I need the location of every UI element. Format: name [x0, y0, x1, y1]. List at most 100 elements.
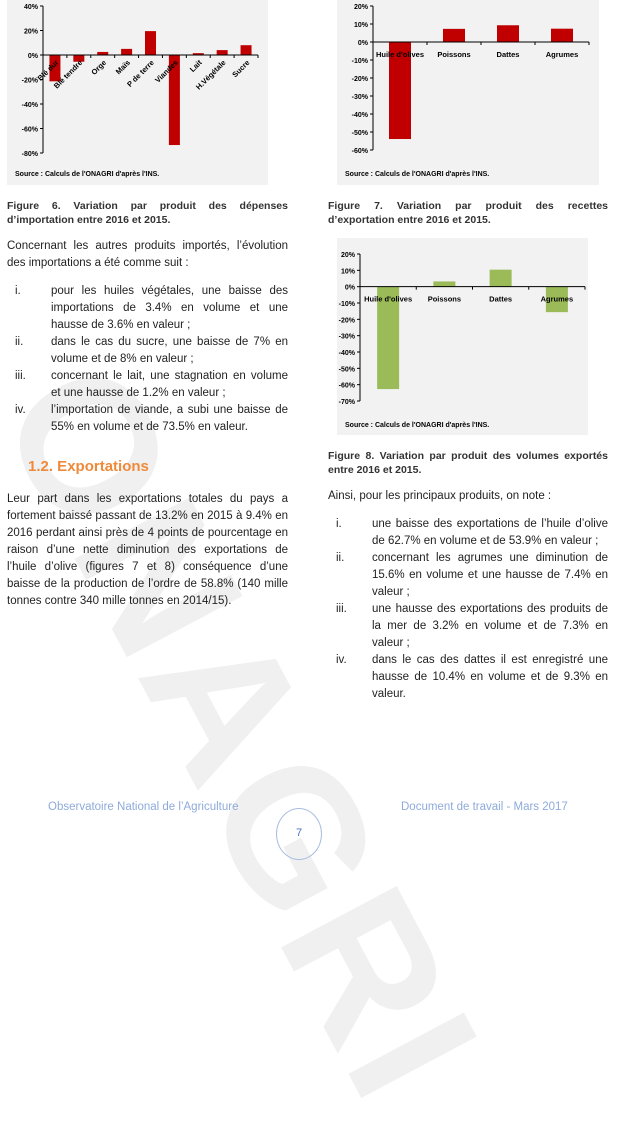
y-tick-label: -70%: [339, 399, 356, 406]
bar-Huile d'olives: [377, 286, 400, 390]
list-text: concernant les agrumes une diminution de…: [372, 552, 608, 598]
y-tick-label: -80%: [22, 151, 39, 158]
bar-Poissons: [443, 28, 465, 42]
bar-Lait: [192, 53, 204, 55]
list-text: pour les huiles végétales, une baisse de…: [51, 285, 288, 331]
bar-Viandes: [168, 55, 180, 146]
list-number: iii.: [15, 370, 26, 382]
list-number: i.: [15, 285, 21, 297]
x-tick-label: Orge: [89, 58, 108, 77]
list-text: une hausse des exportations des produits…: [372, 603, 608, 649]
bar-Poissons: [433, 281, 456, 287]
list-number: iv.: [15, 404, 26, 416]
figure-8-chart: 20% 10% 0% -10% -20% -30% -40% -50% -60% -70% Huil…: [337, 238, 588, 435]
figure-7-svg: 20% 10% 0% -10% -20% -30% -40% -50% -60% Huile d'…: [345, 4, 590, 178]
bar-H.Végétale: [216, 50, 228, 55]
y-tick-label: -50%: [339, 366, 356, 373]
chart-source: Source : Calculs de l'ONAGRI d'après l'I…: [15, 171, 159, 178]
list-item: iv. l’importation de viande, a subi une b…: [7, 402, 288, 436]
list-item: ii. dans le cas du sucre, une baisse de 7…: [7, 334, 288, 368]
chart-source: Source : Calculs de l'ONAGRI d'après l'I…: [345, 171, 489, 178]
y-tick-label: -10%: [352, 58, 369, 65]
figure-8-svg: 20% 10% 0% -10% -20% -30% -40% -50% -60% -70% Huil…: [339, 252, 586, 429]
bar-Agrumes: [545, 286, 568, 313]
list-number: iii.: [336, 603, 347, 615]
list-item: ii. concernant les agrumes une diminution…: [328, 550, 608, 601]
y-tick-label: -60%: [22, 127, 39, 134]
list-text: concernant le lait, une stagnation en vo…: [51, 370, 288, 399]
bar-Blé dur: [49, 55, 61, 82]
y-tick-label: -60%: [339, 383, 356, 390]
bar-Dattes: [497, 25, 519, 42]
list-item: i. une baisse des exportations de l’huile…: [328, 516, 608, 550]
y-tick-label: -30%: [339, 334, 356, 341]
x-tick-label: Agrumes: [541, 295, 574, 304]
bar-Dattes: [489, 269, 512, 287]
y-tick-label: 40%: [24, 4, 39, 11]
list-item: iii. une hausse des exportations des prod…: [328, 601, 608, 652]
page-number-badge: 7: [276, 808, 322, 860]
x-tick-label: Dattes: [497, 50, 520, 59]
figure-7-caption: Figure 7. Variation par produit des rece…: [328, 200, 608, 226]
x-tick-label: Dattes: [489, 295, 512, 304]
caption-line: Figure 6. Variation par produit des dépe…: [7, 200, 288, 212]
y-tick-label: -20%: [339, 317, 356, 324]
imports-intro: Concernant les autres produits importés,…: [7, 240, 288, 269]
list-number: i.: [336, 518, 342, 530]
list-number: ii.: [336, 552, 345, 564]
list-text: l’importation de viande, a subi une bais…: [51, 404, 288, 433]
chart-source: Source : Calculs de l'ONAGRI d'après l'I…: [345, 422, 489, 429]
x-tick-label: Huile d'olives: [376, 50, 424, 59]
y-tick-label: -40%: [352, 112, 369, 119]
x-tick-label: Agrumes: [546, 50, 579, 59]
list-number: ii.: [15, 336, 24, 348]
y-tick-label: 0%: [358, 40, 369, 47]
y-tick-label: 20%: [354, 4, 369, 11]
y-tick-label: -20%: [352, 76, 369, 83]
x-tick-label: Lait: [188, 58, 204, 74]
y-tick-label: -50%: [352, 130, 369, 137]
section-heading: 1.2. Exportations: [28, 458, 149, 475]
exports-list: i. une baisse des exportations de l’huile…: [328, 516, 608, 703]
y-tick-label: -60%: [352, 148, 369, 155]
x-tick-label: Poissons: [428, 295, 461, 304]
list-item: iv. dans le cas des dattes il est enregis…: [328, 652, 608, 703]
bar-Orge: [97, 51, 109, 55]
y-tick-label: -40%: [22, 102, 39, 109]
y-tick-label: -10%: [339, 301, 356, 308]
y-tick-label: -40%: [339, 350, 356, 357]
list-item: iii. concernant le lait, une stagnation e…: [7, 368, 288, 402]
y-tick-label: 0%: [345, 285, 356, 292]
y-tick-label: 10%: [354, 22, 369, 29]
bar-Huile d'olives: [389, 42, 411, 140]
list-text: une baisse des exportations de l’huile d…: [372, 518, 608, 547]
y-tick-label: 20%: [24, 29, 39, 36]
figure-6-chart: 40% 20% 0% -20% -40% -60% -80% Blé dur Blé tendr…: [7, 0, 268, 185]
y-tick-label: -20%: [22, 78, 39, 85]
y-tick-label: 0%: [28, 53, 39, 60]
y-tick-label: 20%: [341, 252, 356, 259]
bar-Sucre: [240, 45, 252, 55]
bar-Maïs: [121, 48, 133, 55]
exports-intro: Ainsi, pour les principaux produits, on …: [328, 490, 552, 502]
x-tick-label: Maïs: [114, 58, 132, 76]
list-text: dans le cas du sucre, une baisse de 7% e…: [51, 336, 288, 365]
imports-list: i. pour les huiles végétales, une baisse …: [7, 283, 288, 436]
y-tick-label: 10%: [341, 268, 356, 275]
figure-8-caption: Figure 8. Variation par produit des volu…: [328, 450, 608, 476]
figure-6-caption: Figure 6. Variation par produit des dépe…: [7, 199, 288, 227]
footer-document-info: Document de travail - Mars 2017: [401, 801, 568, 813]
list-text: dans le cas des dattes il est enregistré…: [372, 654, 608, 700]
list-number: iv.: [336, 654, 347, 666]
list-item: i. pour les huiles végétales, une baisse …: [7, 283, 288, 334]
x-tick-label: Poissons: [437, 50, 470, 59]
x-tick-label: Huile d'olives: [364, 295, 412, 304]
page-number: 7: [295, 827, 303, 839]
x-tick-label: Sucre: [230, 58, 251, 79]
bar-Blé tendre: [73, 55, 85, 62]
bar-P de terre: [145, 31, 156, 55]
footer-organization: Observatoire National de l’Agriculture: [48, 801, 239, 813]
exports-paragraph: Leur part dans les exportations totales …: [7, 493, 288, 607]
figure-7-chart: 20% 10% 0% -10% -20% -30% -40% -50% -60% Huile d'…: [337, 0, 599, 185]
